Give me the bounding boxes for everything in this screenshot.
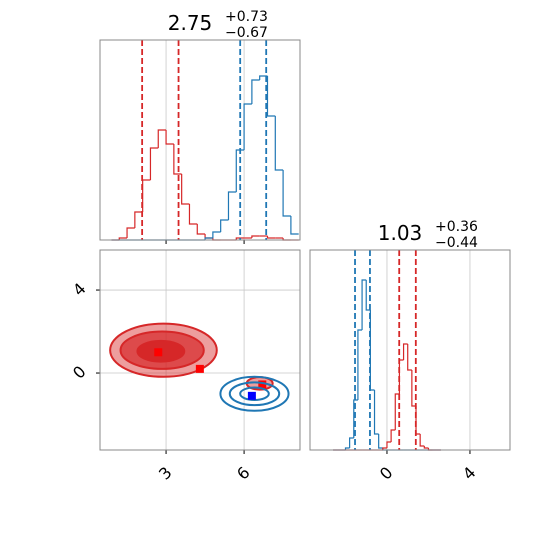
histogram-step [423, 446, 429, 449]
histogram-step [290, 216, 299, 235]
panel: 0 4 1.03 +0.36−0.44 [309, 219, 511, 484]
x-tick-label: 4 [459, 463, 480, 484]
contour-area [109, 322, 290, 412]
panel-title: 2.75 [168, 11, 213, 35]
title-plus: +0.36 [435, 219, 478, 235]
histogram-step [235, 149, 245, 192]
histogram-step [378, 434, 383, 449]
histogram-step [266, 76, 276, 117]
histogram-step [196, 224, 206, 235]
x-tick-label: 0 [376, 463, 397, 484]
histogram-step [266, 236, 276, 239]
marker [154, 348, 163, 357]
histogram-step [357, 329, 363, 400]
histogram-step [361, 279, 367, 330]
title-value: 1.03 [378, 221, 423, 245]
histogram-step [212, 231, 221, 238]
contour [239, 386, 270, 402]
histogram-step [390, 429, 396, 442]
histogram-step [365, 280, 371, 311]
title-minus: −0.44 [435, 235, 478, 251]
histogram-step [149, 147, 159, 180]
histogram-step [415, 406, 421, 435]
histogram-step [369, 310, 375, 391]
histogram-step [353, 399, 358, 438]
histogram-step [274, 116, 284, 171]
panel: 3 6 0 4 [69, 249, 301, 484]
y-tick-label: 0 [69, 362, 90, 383]
contour [219, 375, 290, 412]
histogram-step [407, 344, 412, 371]
histogram-step [134, 211, 143, 228]
histogram-step [251, 235, 260, 238]
histogram-step [282, 170, 291, 217]
histogram-step [227, 191, 237, 220]
histogram-step [118, 237, 128, 240]
marker [247, 391, 256, 400]
histogram-step [181, 174, 190, 205]
histogram-step [402, 343, 408, 360]
histogram-step [349, 437, 354, 448]
marker [258, 380, 267, 389]
histogram-step [243, 103, 252, 150]
histogram-step [220, 219, 229, 232]
marker [195, 364, 204, 373]
y-tick-label: 4 [69, 279, 90, 300]
histogram-step [382, 447, 387, 450]
histogram-step [188, 204, 198, 225]
histogram-step [204, 237, 213, 240]
panel: 2.75 +0.73−0.67 [99, 9, 301, 244]
panel-title: 1.03 [378, 221, 423, 245]
histogram-step [411, 370, 417, 407]
histogram-step [251, 79, 260, 104]
histogram-step [126, 227, 135, 238]
histogram-step [419, 434, 425, 447]
histogram-step [373, 390, 379, 435]
histogram-step [165, 130, 174, 145]
histogram-step [157, 129, 167, 148]
panel-frame [99, 249, 301, 451]
histogram-step [235, 237, 245, 240]
histogram-step [259, 75, 268, 80]
histogram-step [344, 447, 350, 450]
title-minus: −0.67 [225, 25, 268, 41]
histogram-step [173, 144, 182, 175]
histogram-step [142, 179, 151, 212]
panel-frame [309, 249, 511, 451]
x-tick-label: 3 [155, 463, 176, 484]
title-value: 2.75 [168, 11, 213, 35]
histogram-step [386, 441, 392, 448]
panel-frame [99, 39, 301, 241]
histogram-step [394, 393, 400, 430]
contour [228, 381, 281, 407]
title-plus: +0.73 [225, 9, 268, 25]
x-tick-label: 6 [233, 463, 254, 484]
